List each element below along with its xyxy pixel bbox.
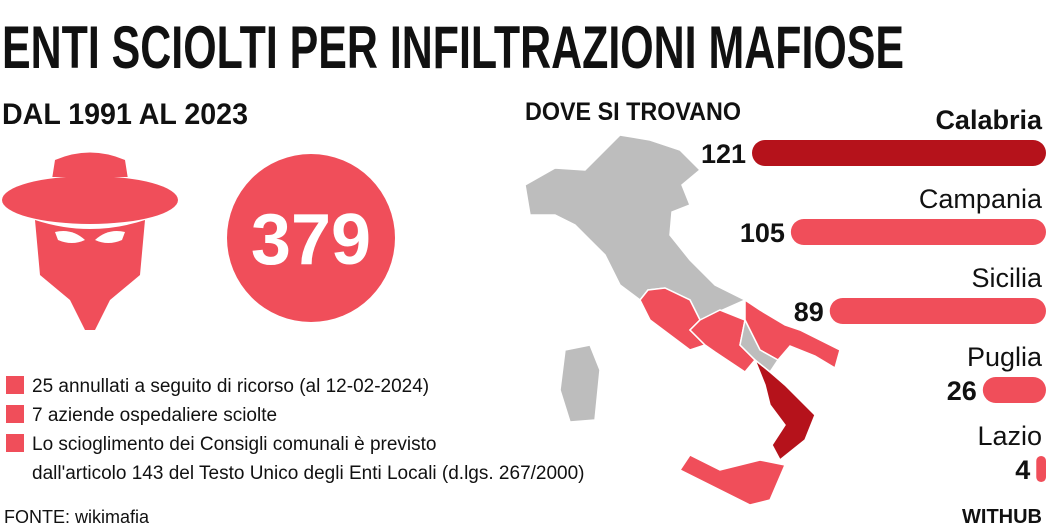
value-label: 89 [794,297,824,327]
brand: WITHUB [962,506,1042,528]
value-label: 4 [1015,455,1030,485]
value-label: 26 [947,376,977,406]
region-label: Calabria [935,105,1043,135]
bar [752,140,1046,166]
bullet-square [6,376,24,394]
map-title: DOVE SI TROVANO [525,98,741,126]
total-badge [227,154,395,322]
source: FONTE: wikimafia [4,507,150,527]
region-label: Puglia [967,342,1043,372]
notes: 25 annullati a seguito di ricorso (al 12… [6,376,585,484]
total: 379 [251,200,371,280]
region-label: Campania [919,184,1043,214]
title: ENTI SCIOLTI PER INFILTRAZIONI MAFIOSE [2,14,904,81]
region-label: Lazio [977,421,1042,451]
bullet-square [6,434,24,452]
note-text: 25 annullati a seguito di ricorso (al 12… [32,376,429,397]
note-text: Lo scioglimento dei Consigli comunali è … [32,434,436,455]
bar [982,377,1046,403]
bar [790,219,1046,245]
subtitle: DAL 1991 AL 2023 [2,98,248,131]
region-label: Sicilia [971,263,1043,293]
italy-map [524,134,841,506]
bar [829,298,1046,324]
note-text: 7 aziende ospedaliere sciolte [32,405,277,426]
bar [1036,456,1046,482]
value-label: 105 [740,218,785,248]
spy-icon [2,152,178,330]
bullet-square [6,405,24,423]
note-text: dall'articolo 143 del Testo Unico degli … [32,463,585,484]
value-label: 121 [701,139,746,169]
